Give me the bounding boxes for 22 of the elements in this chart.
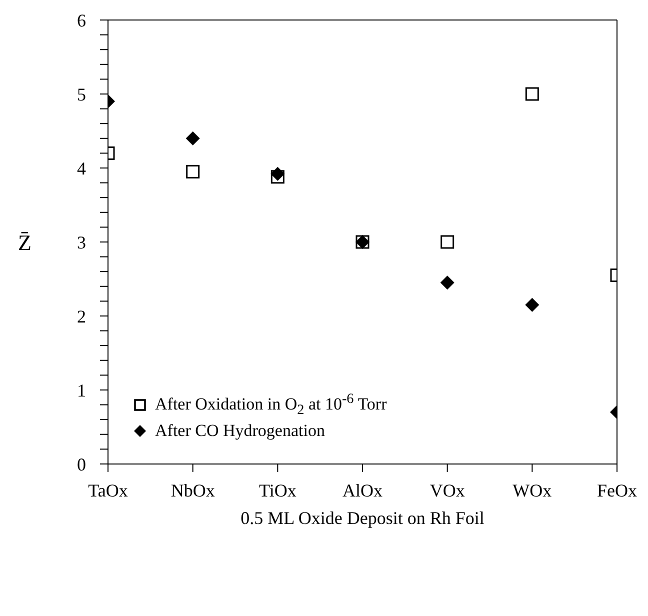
- y-tick-label: 1: [77, 380, 86, 400]
- x-tick-label: NbOx: [170, 480, 215, 501]
- y-tick-label: 2: [77, 306, 86, 326]
- y-tick-label: 6: [77, 10, 86, 30]
- y-tick-label: 3: [77, 232, 86, 252]
- x-axis-title: 0.5 ML Oxide Deposit on Rh Foil: [240, 508, 484, 528]
- legend-label: After CO Hydrogenation: [155, 421, 325, 441]
- y-tick-label: 5: [77, 84, 86, 104]
- x-tick-label: VOx: [430, 480, 465, 501]
- point: [270, 166, 285, 181]
- point: [440, 235, 454, 249]
- point: [270, 170, 284, 184]
- x-tick-label: FeOx: [597, 480, 637, 501]
- x-tick-label: AlOx: [342, 480, 382, 501]
- point: [440, 276, 454, 290]
- y-axis-title: Z̄: [18, 230, 32, 255]
- x-tick-label: TaOx: [88, 480, 128, 501]
- y-tick-label: 4: [77, 158, 86, 178]
- legend-label: After Oxidation in O$_{2}$ at 10$^{-6}$ Torr: [155, 390, 387, 419]
- x-tick-label: WOx: [512, 480, 552, 501]
- y-tick-label: 0: [77, 454, 86, 474]
- x-tick-label: TiOx: [258, 480, 296, 501]
